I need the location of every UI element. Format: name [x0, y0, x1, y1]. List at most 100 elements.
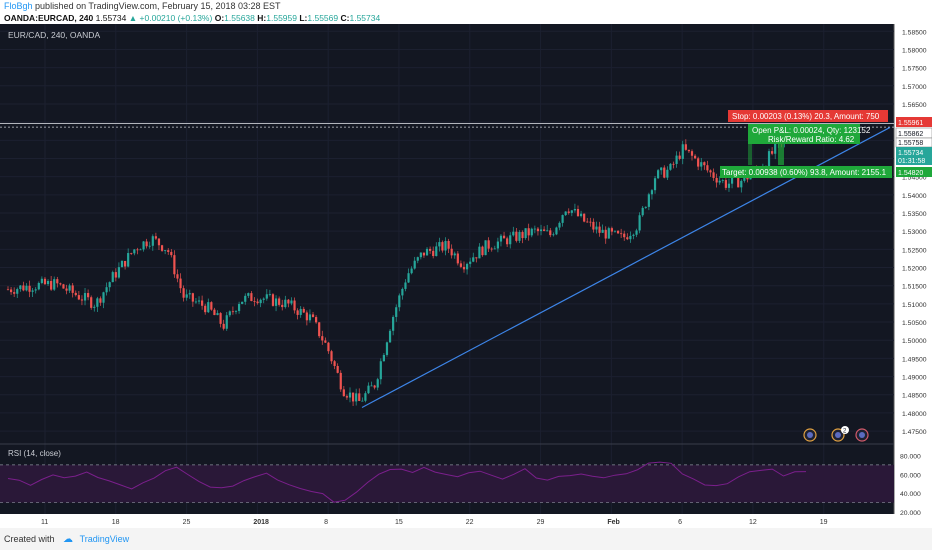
candle — [410, 266, 413, 275]
candle — [16, 287, 19, 299]
candle — [462, 261, 466, 273]
time-tick-label: 15 — [395, 519, 403, 526]
chart-canvas[interactable]: EUR/CAD, 240, OANDA Stop: 0.00203 (0.13%… — [0, 24, 932, 528]
candle — [512, 226, 515, 237]
candle — [330, 349, 333, 365]
price-tick-label: 1.49000 — [902, 375, 927, 382]
candle — [604, 226, 607, 244]
candle — [623, 230, 626, 241]
open-pl-badge[interactable]: Open P&L: 0.00024, Qty: 123152 Risk/Rewa… — [748, 124, 871, 144]
symbol-label: OANDA:EURCAD, 240 — [4, 13, 94, 23]
candle — [247, 292, 250, 299]
event-icon-1[interactable] — [803, 428, 817, 442]
candle — [6, 286, 10, 291]
candle — [635, 228, 638, 238]
candle — [527, 223, 530, 241]
candle — [123, 260, 127, 270]
candle — [697, 156, 700, 171]
time-tick-label: 8 — [324, 519, 328, 526]
candle — [610, 226, 613, 236]
event-icon-3[interactable] — [855, 428, 869, 442]
candle — [43, 276, 47, 285]
candle — [533, 225, 536, 234]
candle — [564, 211, 567, 216]
candle — [151, 234, 154, 251]
candle — [333, 360, 336, 370]
candle — [148, 241, 151, 249]
author-link[interactable]: FloBgh — [4, 1, 33, 11]
candle — [46, 279, 50, 287]
candle — [465, 262, 469, 275]
high-value: 1.55959 — [266, 13, 297, 23]
candle — [157, 238, 161, 251]
candle — [321, 330, 324, 345]
low-label: L: — [299, 13, 308, 23]
candle — [142, 240, 145, 252]
candle — [65, 284, 68, 295]
candle — [114, 268, 117, 282]
candle — [139, 248, 142, 251]
candle — [194, 297, 198, 304]
risk-reward-text: Risk/Reward Ratio: 4.62 — [768, 135, 855, 144]
open-pl-text: Open P&L: 0.00024, Qty: 123152 — [752, 126, 871, 135]
price-tick-label: 1.51000 — [902, 302, 927, 309]
candle — [675, 151, 678, 168]
candle — [709, 169, 712, 177]
time-tick-label: 25 — [183, 519, 191, 526]
published-text: published on TradingView.com, February 1… — [35, 1, 281, 11]
candle — [19, 285, 22, 292]
price-axis[interactable]: 1.585001.580001.575001.570001.565001.560… — [900, 29, 927, 517]
candle — [774, 141, 777, 160]
candle — [167, 248, 170, 255]
candle — [589, 217, 592, 227]
price-tick-label: 1.51500 — [902, 284, 927, 291]
candle — [493, 245, 496, 250]
price-axis-background — [894, 24, 932, 528]
candle — [262, 297, 265, 304]
candle — [632, 233, 635, 240]
target-text: Target: 0.00938 (0.60%) 93.8, Amount: 21… — [722, 168, 887, 177]
price-tick-label: 1.52500 — [902, 247, 927, 254]
candle — [382, 353, 385, 362]
candle — [583, 213, 586, 223]
candle — [290, 297, 293, 306]
candle — [361, 397, 364, 402]
candle — [727, 178, 731, 192]
candle — [71, 283, 74, 298]
candle — [484, 240, 487, 256]
price-tag-target: 1.54820 — [896, 167, 932, 177]
candle — [425, 247, 429, 256]
candle — [715, 173, 718, 188]
stop-badge[interactable]: Stop: 0.00203 (0.13%) 20.3, Amount: 750 — [728, 110, 888, 122]
rsi-pane[interactable] — [0, 461, 894, 503]
candle — [616, 230, 620, 234]
candle — [515, 228, 518, 243]
candle — [62, 283, 65, 289]
candle — [478, 243, 481, 259]
candle — [416, 256, 419, 264]
candle — [77, 291, 80, 301]
candle — [539, 224, 543, 236]
triangle-up-icon: ▲ — [128, 13, 138, 23]
candle — [644, 206, 647, 209]
close-label: C: — [340, 13, 350, 23]
candle — [576, 205, 580, 217]
candle — [453, 251, 456, 259]
time-axis[interactable]: 11 18 25 2018 8 15 22 29 Feb 6 12 19 — [41, 519, 828, 526]
plot-background — [0, 24, 894, 528]
event-icon-2[interactable]: 2 — [831, 426, 849, 442]
time-tick-label: 11 — [41, 519, 48, 526]
candle — [438, 237, 441, 252]
candle — [154, 232, 157, 241]
candle — [358, 388, 361, 402]
svg-text:1.55862: 1.55862 — [898, 131, 923, 138]
candle — [419, 252, 422, 260]
target-badge[interactable]: Target: 0.00938 (0.60%) 93.8, Amount: 21… — [720, 166, 892, 178]
tradingview-link[interactable]: TradingView — [79, 534, 130, 544]
candle — [364, 391, 367, 403]
candle — [660, 167, 663, 175]
candle — [669, 162, 672, 171]
time-tick-label: 6 — [678, 519, 682, 526]
candle — [626, 233, 629, 241]
candle — [629, 231, 632, 243]
